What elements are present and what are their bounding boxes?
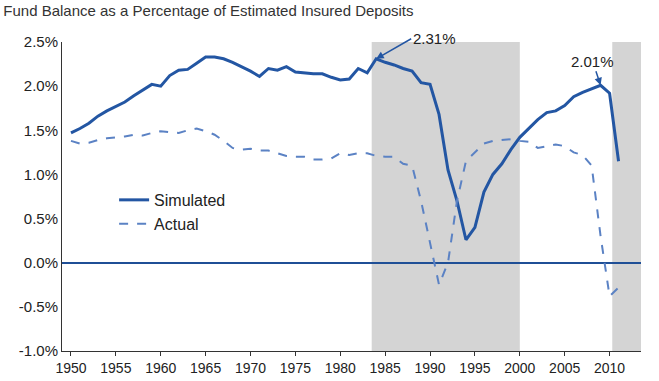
svg-text:1965: 1965 xyxy=(190,360,221,376)
svg-text:-1.0%: -1.0% xyxy=(19,342,58,359)
svg-text:2000: 2000 xyxy=(504,360,535,376)
svg-text:0.0%: 0.0% xyxy=(24,254,58,271)
svg-text:1990: 1990 xyxy=(414,360,445,376)
svg-text:2.0%: 2.0% xyxy=(24,77,58,94)
svg-text:1950: 1950 xyxy=(55,360,86,376)
svg-text:Fund Balance as a Percentage o: Fund Balance as a Percentage of Estimate… xyxy=(3,2,413,19)
svg-text:2.5%: 2.5% xyxy=(24,33,58,50)
svg-text:1.0%: 1.0% xyxy=(24,166,58,183)
svg-text:0.5%: 0.5% xyxy=(24,210,58,227)
svg-text:1980: 1980 xyxy=(325,360,356,376)
svg-text:1.5%: 1.5% xyxy=(24,122,58,139)
svg-text:2.31%: 2.31% xyxy=(413,30,456,47)
svg-text:Simulated: Simulated xyxy=(154,192,225,209)
svg-text:1960: 1960 xyxy=(145,360,176,376)
svg-text:1970: 1970 xyxy=(235,360,266,376)
svg-text:2.01%: 2.01% xyxy=(571,53,614,70)
svg-text:-0.5%: -0.5% xyxy=(19,298,58,315)
svg-text:1985: 1985 xyxy=(370,360,401,376)
svg-text:1995: 1995 xyxy=(459,360,490,376)
svg-text:2010: 2010 xyxy=(594,360,625,376)
svg-text:1955: 1955 xyxy=(100,360,131,376)
svg-text:Actual: Actual xyxy=(154,216,198,233)
svg-text:1975: 1975 xyxy=(280,360,311,376)
svg-text:2005: 2005 xyxy=(549,360,580,376)
